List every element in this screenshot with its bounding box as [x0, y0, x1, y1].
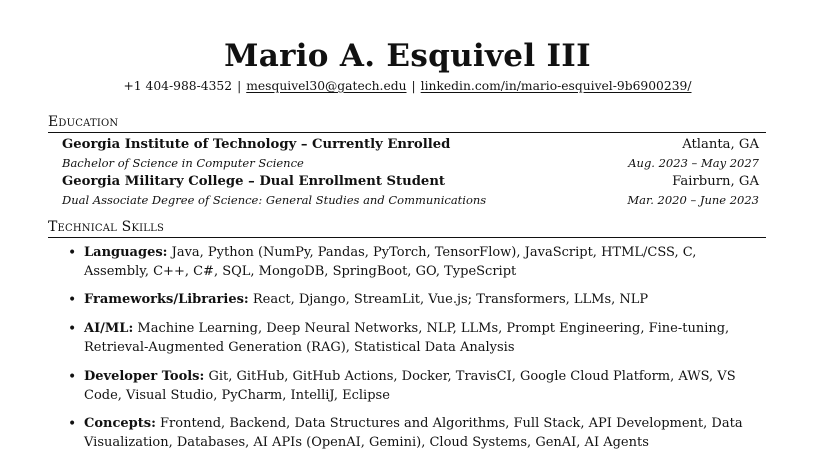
- skill-label: Concepts:: [84, 416, 156, 431]
- skill-label: Languages:: [84, 245, 168, 260]
- list-item: AI/ML: Machine Learning, Deep Neural Net…: [68, 320, 758, 357]
- resume-name: Mario A. Esquivel III: [224, 38, 591, 74]
- degree: Dual Associate Degree of Science: Genera…: [62, 193, 487, 207]
- skill-text: Git, GitHub, GitHub Actions, Docker, Tra…: [84, 369, 736, 403]
- list-item: Concepts: Frontend, Backend, Data Struct…: [68, 415, 758, 452]
- skill-label: Developer Tools:: [84, 369, 205, 384]
- contact-line: +1 404-988-4352 | mesquivel30@gatech.edu | l…: [0, 79, 815, 93]
- school-location: Atlanta, GA: [682, 137, 759, 152]
- list-item: Developer Tools: Git, GitHub, GitHub Act…: [68, 368, 758, 405]
- skill-label: AI/ML:: [84, 321, 134, 336]
- phone-number: +1 404-988-4352: [123, 79, 233, 93]
- section-heading-skills: Technical Skills: [48, 219, 766, 238]
- separator: |: [411, 79, 416, 93]
- dates: Aug. 2023 – May 2027: [628, 156, 759, 170]
- education-details: Dual Associate Degree of Science: Genera…: [62, 193, 759, 207]
- skill-text: Frontend, Backend, Data Structures and A…: [84, 416, 743, 450]
- dates: Mar. 2020 – June 2023: [627, 193, 759, 207]
- email-link[interactable]: mesquivel30@gatech.edu: [246, 79, 407, 93]
- section-heading-education: Education: [48, 114, 766, 133]
- separator: |: [237, 79, 242, 93]
- linkedin-link[interactable]: linkedin.com/in/mario-esquivel-9b6900239…: [420, 79, 692, 93]
- school-name: Georgia Institute of Technology – Curren…: [62, 137, 451, 152]
- school-name: Georgia Military College – Dual Enrollme…: [62, 174, 445, 189]
- skill-label: Frameworks/Libraries:: [84, 292, 249, 307]
- list-item: Frameworks/Libraries: React, Django, Str…: [68, 291, 758, 310]
- list-item: Languages: Java, Python (NumPy, Pandas, …: [68, 244, 758, 281]
- education-entry: Georgia Military College – Dual Enrollme…: [62, 174, 759, 189]
- skill-text: Machine Learning, Deep Neural Networks, …: [84, 321, 730, 355]
- school-location: Fairburn, GA: [672, 174, 759, 189]
- education-entry: Georgia Institute of Technology – Curren…: [62, 137, 759, 152]
- degree: Bachelor of Science in Computer Science: [62, 156, 304, 170]
- skill-text: Java, Python (NumPy, Pandas, PyTorch, Te…: [84, 245, 697, 279]
- skill-text: React, Django, StreamLit, Vue.js; Transf…: [252, 292, 649, 307]
- education-details: Bachelor of Science in Computer Science …: [62, 156, 759, 170]
